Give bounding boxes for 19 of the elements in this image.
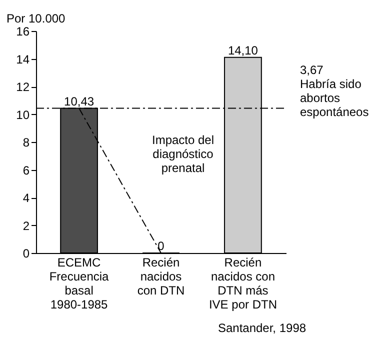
y-tick-label: 6 <box>22 163 30 178</box>
data-label: 14,10 <box>228 43 258 58</box>
y-tick-label: 10 <box>16 108 30 122</box>
y-tick-label: 16 <box>16 24 30 38</box>
y-tick-label: 14 <box>16 52 30 66</box>
text: Santander, 1998 <box>218 321 306 335</box>
y-axis-title: Por 10.000 <box>6 12 66 26</box>
text: 3,67 Habría sido abortos espontáneos <box>300 63 369 119</box>
y-tick-label: 2 <box>22 218 30 233</box>
data-label: 10,43 <box>64 94 94 108</box>
data-label: 0 <box>158 239 165 253</box>
x-tick-label: ECEMC Frecuencia basal 1980-1985 <box>49 256 110 312</box>
x-tick-label: Recién nacidos con DTN más IVE por DTN <box>208 256 277 312</box>
x-tick-label: Recién nacidos con DTN <box>137 256 185 298</box>
y-tick-label: 0 <box>22 246 30 260</box>
y-tick-label: 12 <box>16 80 30 94</box>
annotation: Impacto del diagnóstico prenatal <box>152 133 214 175</box>
y-tick-label: 4 <box>22 191 30 205</box>
y-tick-label: 8 <box>22 136 30 150</box>
